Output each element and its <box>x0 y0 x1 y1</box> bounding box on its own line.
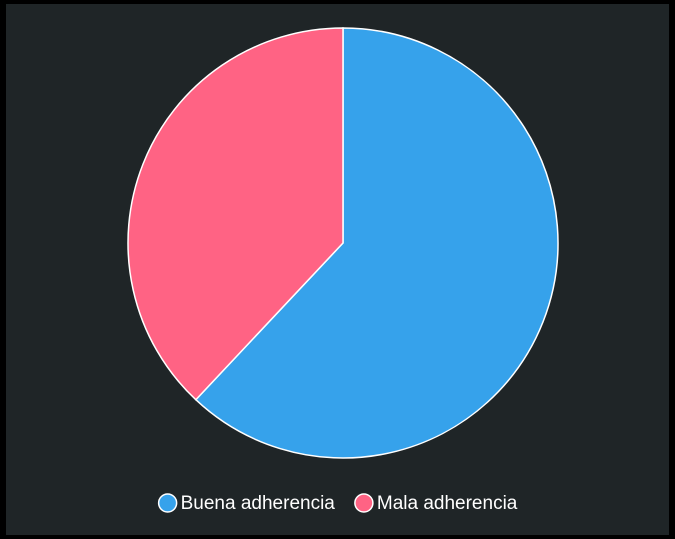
legend-label: Buena adherencia <box>181 493 336 514</box>
pie-slice <box>127 27 344 401</box>
legend-marker <box>157 493 178 513</box>
legend-marker <box>354 493 374 513</box>
legend-label: Mala adherencia <box>377 493 518 514</box>
pie-slice <box>194 27 559 459</box>
